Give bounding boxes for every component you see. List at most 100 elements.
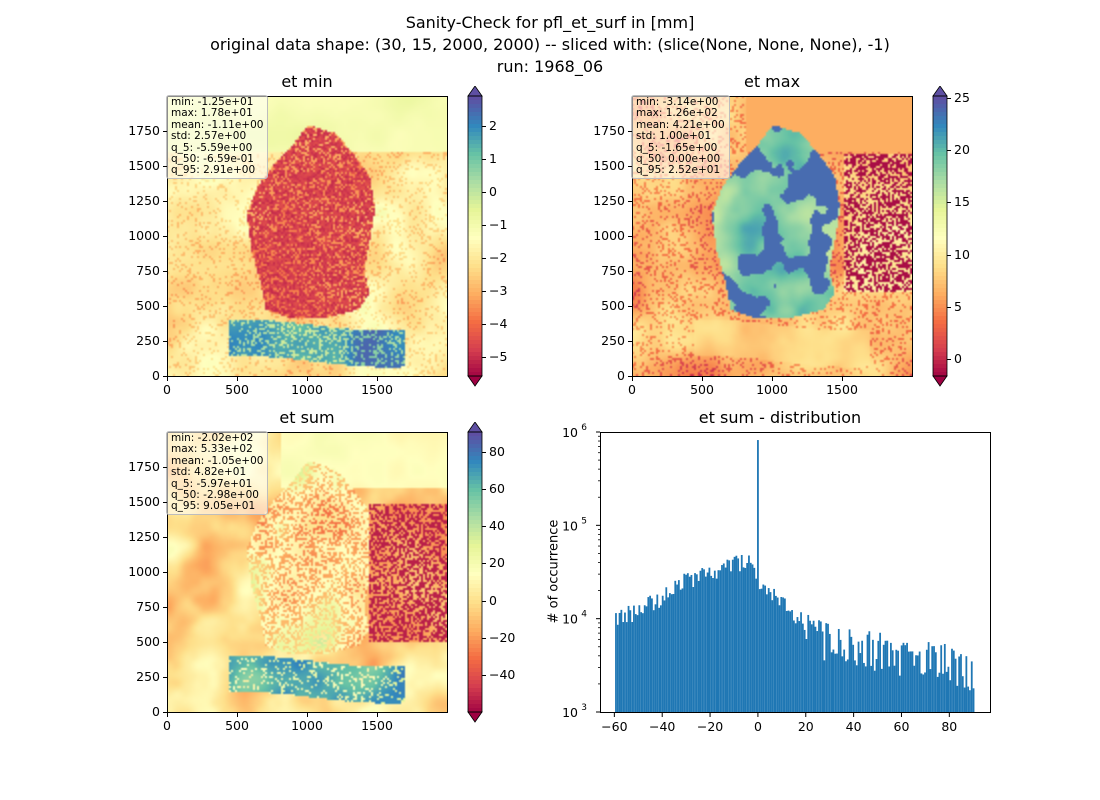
et-sum-colorbar-tick-label: 40 bbox=[489, 518, 505, 534]
et-max-colorbar-segment bbox=[933, 260, 947, 265]
et-min-xtick bbox=[237, 377, 238, 381]
et-sum-colorbar-segment bbox=[468, 500, 482, 505]
et-max-xtick-label: 1000 bbox=[756, 382, 788, 397]
histogram-bar bbox=[769, 592, 772, 712]
et-min-colorbar-segment bbox=[468, 216, 482, 221]
histogram-bar bbox=[643, 605, 646, 712]
histogram-bar bbox=[665, 587, 668, 712]
et-sum-colorbar-segment bbox=[468, 628, 482, 633]
et-max-colorbar-segment bbox=[933, 236, 947, 241]
histogram-bar bbox=[969, 690, 971, 712]
histogram-bar bbox=[776, 597, 779, 712]
et-min-colorbar-segment bbox=[468, 212, 482, 217]
histogram-bar bbox=[640, 612, 643, 712]
et-sum-colorbar-segment bbox=[468, 564, 482, 569]
et-sum-colorbar-tick bbox=[482, 488, 486, 490]
et-max-colorbar-segment bbox=[933, 208, 947, 213]
et-min-xtick bbox=[377, 377, 378, 381]
et-sum-colorbar-segment bbox=[468, 680, 482, 685]
et-min-colorbar-segment bbox=[468, 260, 482, 265]
et-max-colorbar-segment bbox=[933, 332, 947, 337]
histogram-bar bbox=[960, 654, 962, 712]
histogram-bar bbox=[706, 572, 709, 712]
et-min-colorbar-segment bbox=[468, 344, 482, 349]
histogram-bar bbox=[814, 626, 817, 712]
stats-line: min: -2.02e+02 bbox=[171, 432, 254, 444]
et-max-colorbar-segment bbox=[933, 256, 947, 261]
et-min-colorbar-segment bbox=[468, 276, 482, 281]
et-sum-colorbar-segment bbox=[468, 568, 482, 573]
et-min-ytick bbox=[163, 376, 167, 377]
et-max-ytick bbox=[628, 271, 632, 272]
et-sum-colorbar-segment bbox=[468, 468, 482, 473]
et-min-colorbar-tick-label: −1 bbox=[489, 216, 508, 232]
figure-title-line3: run: 1968_06 bbox=[496, 57, 604, 76]
histogram-xtick-label: 20 bbox=[798, 719, 814, 734]
histogram-bar bbox=[891, 650, 894, 712]
et-max-ytick bbox=[628, 341, 632, 342]
stats-line: max: 5.33e+02 bbox=[171, 443, 253, 456]
et-sum-colorbar-tick bbox=[482, 563, 486, 565]
histogram-bar bbox=[823, 660, 826, 712]
histogram-bar bbox=[850, 636, 853, 712]
et-max-ytick-label: 0 bbox=[617, 368, 625, 383]
et-max-colorbar-segment bbox=[933, 96, 947, 101]
stats-line: std: 1.00e+01 bbox=[636, 130, 712, 143]
et-min-ytick-label: 1750 bbox=[128, 123, 160, 138]
et-sum-ytick-label: 1500 bbox=[128, 494, 160, 509]
et-sum-colorbar-segment bbox=[468, 604, 482, 609]
et-min-xtick-label: 0 bbox=[163, 382, 171, 397]
et-max-colorbar-segment bbox=[933, 296, 947, 301]
et-min-colorbar-segment bbox=[468, 184, 482, 189]
histogram-bar bbox=[854, 660, 856, 712]
histogram-bar bbox=[674, 580, 677, 712]
et-sum-colorbar-segment bbox=[468, 460, 482, 465]
stats-line: q_95: 2.91e+00 bbox=[171, 164, 256, 177]
et-max-colorbar-segment bbox=[933, 220, 947, 225]
et-sum-colorbar-segment bbox=[468, 600, 482, 605]
et-max-xtick-label: 0 bbox=[628, 382, 636, 397]
histogram-bar bbox=[859, 653, 862, 712]
histogram-bar bbox=[825, 623, 828, 712]
histogram-bar bbox=[633, 605, 635, 712]
et-min-ytick-label: 1250 bbox=[128, 193, 160, 208]
et-sum-colorbar-tick-label: 80 bbox=[489, 443, 505, 459]
stats-line: min: -3.14e+00 bbox=[636, 96, 719, 108]
et-sum-colorbar-tick-label: −40 bbox=[489, 667, 516, 683]
histogram-bar bbox=[782, 597, 784, 712]
et-sum-colorbar-segment bbox=[468, 640, 482, 645]
et-sum-ytick-label: 500 bbox=[136, 634, 160, 649]
histogram-bar bbox=[713, 570, 716, 712]
et-max-ytick-label: 500 bbox=[601, 298, 625, 313]
et-sum-colorbar-segment bbox=[468, 652, 482, 657]
histogram-bar bbox=[771, 600, 774, 712]
et-max-ytick-label: 1750 bbox=[593, 123, 625, 138]
et-max-colorbar-segment bbox=[933, 224, 947, 229]
et-sum-colorbar-tick-label: 20 bbox=[489, 555, 505, 571]
histogram-bar bbox=[638, 605, 641, 712]
histogram-bar bbox=[828, 633, 831, 712]
et-max-colorbar-segment bbox=[933, 248, 947, 253]
et-min-colorbar-segment bbox=[468, 304, 482, 309]
et-min-colorbar-segment bbox=[468, 264, 482, 269]
et-max-colorbar-segment bbox=[933, 196, 947, 201]
et-max-colorbar-segment bbox=[933, 372, 947, 377]
histogram-bar bbox=[873, 670, 876, 712]
et-min-colorbar-segment bbox=[468, 300, 482, 305]
et-min-xtick-label: 500 bbox=[225, 382, 249, 397]
histogram-bar bbox=[818, 620, 820, 712]
et-sum-colorbar bbox=[467, 422, 483, 723]
histogram-ytick-exponent: 5 bbox=[581, 516, 587, 526]
et-min-colorbar-segment bbox=[468, 228, 482, 233]
et-max-colorbar-segment bbox=[933, 268, 947, 273]
et-min-ytick bbox=[163, 201, 167, 202]
et-max-colorbar-segment bbox=[933, 168, 947, 173]
histogram-bar bbox=[634, 614, 637, 712]
figure-title-line1: Sanity-Check for pfl_et_surf in [mm] bbox=[405, 13, 695, 32]
et-min-colorbar-segment bbox=[468, 360, 482, 365]
et-max-colorbar-segment bbox=[933, 128, 947, 133]
histogram-bar bbox=[695, 574, 698, 712]
et-min-colorbar-segment bbox=[468, 196, 482, 201]
histogram-ytick-label: 10 bbox=[562, 425, 578, 440]
histogram-bar bbox=[742, 567, 745, 712]
